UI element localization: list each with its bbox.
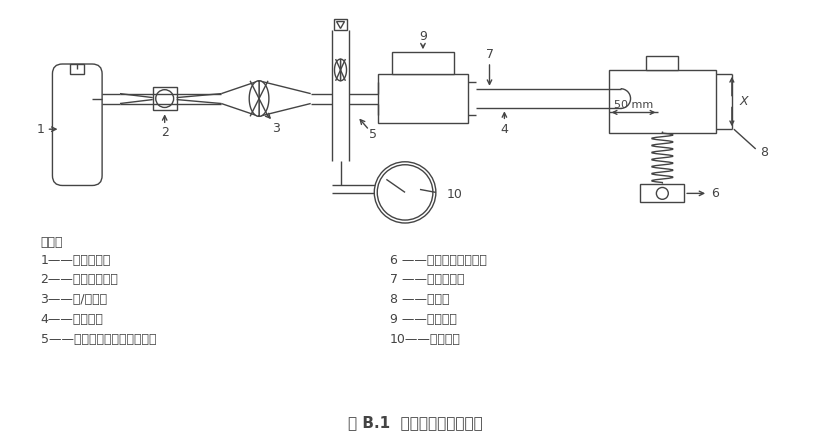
Text: 5: 5 (369, 128, 377, 141)
Bar (71, 64, 84, 74)
Polygon shape (335, 59, 341, 81)
Text: 5——可调空气或氧气流量计；: 5——可调空气或氧气流量计； (41, 332, 156, 346)
Text: 7 ——试验接头；: 7 ——试验接头； (391, 273, 465, 286)
Circle shape (377, 165, 433, 220)
Polygon shape (249, 81, 259, 116)
Text: 说明：: 说明： (41, 236, 63, 249)
Text: 4——试验管；: 4——试验管； (41, 313, 103, 326)
Text: 50 mm: 50 mm (614, 99, 653, 109)
Text: 1——试验气体；: 1——试验气体； (41, 254, 111, 267)
Text: 1: 1 (37, 123, 45, 136)
Text: 3: 3 (272, 122, 280, 135)
Bar (333, 18, 347, 30)
Bar (392, 52, 454, 74)
Text: 2——压力调节器；: 2——压力调节器； (41, 273, 118, 286)
Text: 10——压力表。: 10——压力表。 (391, 332, 461, 346)
Polygon shape (259, 81, 269, 116)
Text: 3——开/关阀；: 3——开/关阀； (41, 293, 108, 306)
Bar (641, 185, 684, 202)
Bar (153, 87, 177, 110)
Polygon shape (341, 59, 347, 81)
Circle shape (656, 187, 668, 199)
Text: 6 ——光滑的平行爪副；: 6 ——光滑的平行爪副； (391, 254, 487, 267)
Bar (378, 74, 468, 123)
Text: 7: 7 (485, 47, 494, 60)
Text: 图 B.1  抗扁瘪性测试连接图: 图 B.1 抗扁瘪性测试连接图 (347, 415, 482, 430)
Text: 9 ——安装块；: 9 ——安装块； (391, 313, 457, 326)
Text: 4: 4 (500, 123, 509, 136)
Text: 8 ——间距；: 8 ——间距； (391, 293, 450, 306)
Circle shape (374, 162, 436, 223)
FancyBboxPatch shape (52, 64, 102, 185)
Bar (647, 56, 678, 70)
Text: 9: 9 (419, 30, 427, 43)
Text: X: X (740, 95, 749, 108)
Circle shape (155, 90, 174, 108)
Text: 10: 10 (447, 188, 463, 201)
Text: 6: 6 (711, 187, 719, 200)
Text: 8: 8 (760, 146, 768, 159)
Bar (608, 70, 716, 133)
Polygon shape (337, 22, 345, 29)
Text: 2: 2 (160, 125, 169, 138)
